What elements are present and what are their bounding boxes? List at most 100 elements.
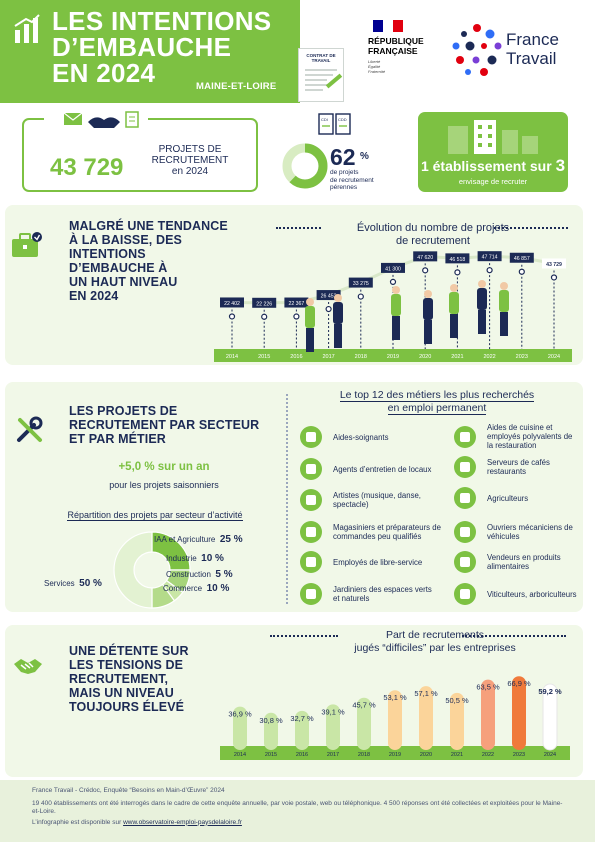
person-body-icon [391, 294, 401, 316]
chart2-bar [388, 690, 402, 750]
chart1-data-label: 46 518 [449, 257, 465, 263]
chart2-data-label: 66,9 % [507, 679, 531, 688]
establishments-kpi-card: 1 établissement sur 3 envisage de recrut… [418, 112, 568, 192]
chart1-tick-label: 2023 [516, 354, 528, 360]
chart1-point [486, 267, 493, 274]
chart2-bar [326, 704, 340, 750]
chart1-tick-label: 2021 [451, 354, 463, 360]
chart1-point [550, 274, 558, 281]
list-item: Vendeurs en produits alimentaires [454, 551, 580, 573]
footer-availability-text: L’infographie est disponible sur [32, 818, 124, 826]
chart1-point [422, 267, 429, 274]
job-label: Artistes (musique, danse, spectacle) [333, 491, 421, 509]
footer-method: 19 400 établissements ont été interrogés… [32, 799, 563, 816]
chart2-tick-label: 2020 [420, 752, 432, 758]
person-legs-icon [450, 314, 458, 338]
chart1-title: Évolution du nombre de projets de recrut… [283, 222, 583, 248]
header-banner: LES INTENTIONS D’EMBAUCHE EN 2024 MAINE-… [0, 0, 300, 103]
sector-label-commerce: Commerce 10 % [163, 583, 229, 594]
job-label: Agents d’entretien de locaux [333, 464, 432, 474]
chart2-data-label: 30,8 % [259, 716, 283, 725]
chart1-point [357, 293, 364, 300]
chart1-data-label: 33 275 [353, 281, 369, 287]
chart1-data-label: 26 452 [321, 294, 337, 300]
chart1-data-label: 46 857 [514, 256, 530, 262]
shears-icon [300, 583, 322, 605]
chart2-data-label: 50,5 % [445, 696, 469, 705]
perennial-label-line: de recrutement [330, 176, 374, 184]
chart1-tick-label: 2018 [355, 354, 367, 360]
job-label: Viticulteurs, arboriculteurs [487, 589, 577, 599]
republic-line: RÉPUBLIQUE [368, 36, 424, 46]
sector-donut-chart [113, 531, 191, 609]
cleaning-cart-icon [300, 458, 322, 480]
dotted-rule [270, 635, 338, 637]
chart2-tick-label: 2022 [482, 752, 494, 758]
france-travail-logo: France Travail [450, 22, 585, 82]
section-title-line: LES PROJETS DE [69, 404, 178, 418]
chart2-tick-label: 2014 [234, 752, 246, 758]
chart2-tick-label: 2017 [327, 752, 339, 758]
chart2-tick-label: 2018 [358, 752, 370, 758]
grapes-icon [454, 583, 476, 605]
section-panel-hiring-trend [5, 205, 583, 365]
observatoire-link[interactable]: www.observatoire-emploi-paysdelaloire.fr [123, 818, 242, 826]
chart1-data-label: 22 402 [224, 301, 240, 307]
motto-line: Liberté [368, 59, 381, 64]
section-title-line: RECRUTEMENT PAR SECTEUR [69, 418, 260, 432]
top12-title-line: Le top 12 des métiers les plus recherché… [339, 389, 535, 402]
person-body-icon [499, 290, 509, 312]
person-legs-icon [500, 312, 508, 336]
contract-document-icon: CONTRAT DE TRAVAIL [298, 48, 344, 102]
chart2-axis-band [220, 746, 570, 760]
section-title-line: UN HAUT NIVEAU [69, 275, 178, 289]
chart2-title: Part de recrutements jugés “difficiles” … [300, 629, 570, 655]
chart1-label-bg [348, 277, 373, 288]
sector-name: Industrie [166, 554, 197, 563]
list-item: Agriculteurs [454, 487, 580, 509]
job-label: Aides de cuisine et employés polyvalents… [487, 423, 573, 450]
chart2-title-line: Part de recrutements [385, 629, 485, 641]
title-line: LES INTENTIONS [52, 6, 272, 36]
shopping-cart-icon [300, 551, 322, 573]
chart2-data-label: 36,9 % [228, 710, 252, 719]
perennial-label: de projets de recrutement pérennes [330, 169, 400, 192]
warehouse-icon [300, 521, 322, 543]
agency-name-line: France [506, 30, 559, 49]
chart2-bar [264, 712, 278, 750]
chart1-tick-label: 2019 [387, 354, 399, 360]
perennial-unit: % [360, 151, 369, 162]
flag-icon [373, 20, 403, 32]
chef-hat-icon [454, 425, 476, 448]
section-panel-sectors [5, 382, 583, 612]
projects-label: PROJETS DE RECRUTEMENT en 2024 [138, 144, 242, 177]
perennial-label-line: de projets [330, 169, 359, 176]
chart1-data-label: 22 226 [256, 301, 272, 307]
dotted-separator [286, 394, 288, 604]
chart2-bar [295, 710, 309, 750]
header-logos [300, 0, 595, 103]
cloche-icon [454, 456, 476, 478]
person-legs-icon [392, 316, 400, 340]
section-title-hiring-trend: MALGRÉ UNE TENDANCE À LA BAISSE, DES INT… [69, 219, 228, 303]
sector-label-construction: Construction 5 % [166, 569, 233, 580]
perennial-ring-arc [282, 143, 328, 189]
list-item: Artistes (musique, danse, spectacle) [300, 489, 440, 511]
chart1-point [454, 269, 461, 276]
perennial-label-line: pérennes [330, 184, 358, 191]
chart1-label-bg [381, 262, 405, 273]
title-line: EN 2024 [52, 58, 156, 88]
perennial-ring-chart [282, 143, 328, 189]
job-label: Serveurs de cafés restaurants [487, 458, 550, 476]
job-label: Employés de libre-service [333, 557, 423, 567]
chart2-data-label: 45,7 % [352, 701, 376, 710]
chart1-data-label: 22 367 [288, 301, 304, 307]
footer-source: France Travail - Crédoc, Enquête “Besoin… [32, 787, 225, 794]
chart2-data-label: 39,1 % [321, 707, 345, 716]
person-body-icon [477, 288, 487, 310]
chart2-data-label: 57,1 % [414, 689, 438, 698]
chart1-data-label: 43 729 [546, 262, 562, 268]
job-label: Ouvriers mécaniciens de véhicules [487, 523, 573, 541]
title-line: D’EMBAUCHE [52, 32, 232, 62]
handshake-documents-icon [44, 110, 148, 132]
